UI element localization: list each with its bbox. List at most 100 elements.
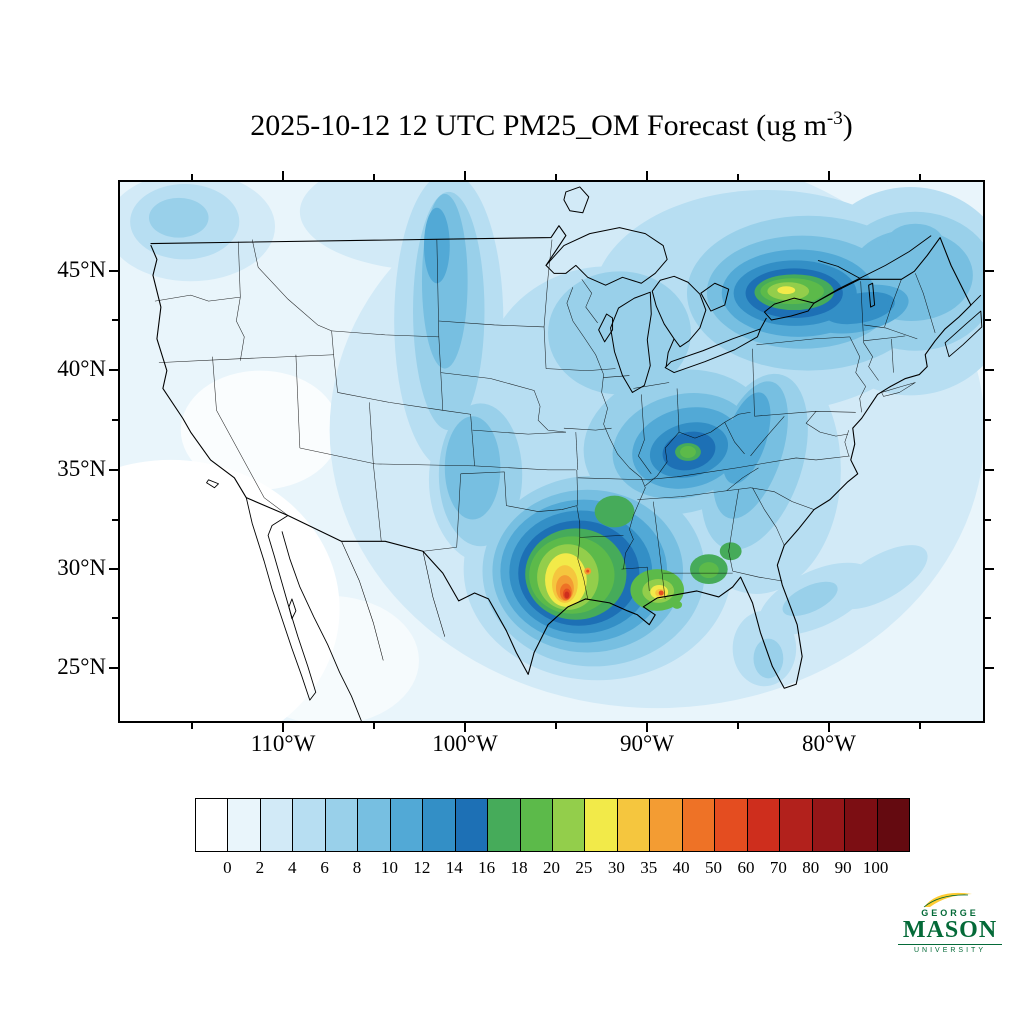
lon-tick-minor: [191, 174, 193, 180]
colorbar-tick-label: 30: [607, 858, 625, 877]
colorbar-cell: [259, 799, 293, 851]
lon-tick-minor: [191, 723, 193, 729]
mexico-state-line-2: [422, 551, 446, 637]
lon-tick-major: [828, 723, 830, 732]
lon-label: 100°W: [432, 731, 498, 756]
colorbar-tick-label: 2: [255, 858, 265, 877]
lake-ontario: [763, 297, 815, 321]
lat-tick-major: [985, 369, 994, 371]
colorbar-tick-label: 18: [510, 858, 528, 877]
colorbar-tick-label: 60: [737, 858, 755, 877]
lake-superior: [545, 227, 668, 286]
lon-tick-major: [646, 171, 648, 180]
lat-tick-major: [109, 270, 118, 272]
colorbar-cell: [616, 799, 650, 851]
lon-tick-minor: [555, 174, 557, 180]
colorbar-tick-label: 40: [672, 858, 690, 877]
contour-level-60-70: [564, 591, 570, 599]
colorbar-cell: [551, 799, 585, 851]
lat-label: 45°N: [57, 257, 106, 282]
lat-label: 40°N: [57, 356, 106, 381]
lon-tick-major: [646, 723, 648, 732]
lat-tick-major: [109, 667, 118, 669]
colorbar-tick-label: 12: [413, 858, 431, 877]
colorbar-cell: [811, 799, 845, 851]
lat-tick-minor: [112, 419, 118, 421]
lat-tick-minor: [985, 419, 991, 421]
colorbar-tick-label: 4: [287, 858, 297, 877]
colorbar-tick-label: 16: [478, 858, 496, 877]
canada-coast-rivers: [813, 235, 983, 358]
gmu-logo-george: GEORGE: [921, 908, 979, 918]
lon-tick-major: [282, 171, 284, 180]
colorbar-cell: [681, 799, 715, 851]
lake-erie: [664, 328, 761, 374]
lat-tick-minor: [112, 319, 118, 321]
lon-tick-minor: [737, 723, 739, 729]
page-title: 2025-10-12 12 UTC PM25_OM Forecast (ug m…: [118, 108, 985, 143]
lon-tick-major: [828, 171, 830, 180]
colorbar-cell: [519, 799, 552, 851]
title-exponent: -3: [826, 108, 843, 129]
new-brunswick-coast: [970, 294, 982, 306]
colorbar-tick-label: 70: [769, 858, 787, 877]
sonora-coast: [281, 531, 362, 721]
lon-tick-minor: [555, 723, 557, 729]
colorbar-cell: [779, 799, 812, 851]
st-lawrence-river: [813, 235, 932, 304]
title-main: 2025-10-12 12 UTC PM25_OM Forecast (ug m: [250, 109, 827, 142]
lat-tick-major: [985, 568, 994, 570]
colorbar-cell: [649, 799, 682, 851]
colorbar-tick-label: 35: [640, 858, 658, 877]
lat-tick-major: [985, 270, 994, 272]
colorbar-cell: [324, 799, 358, 851]
niagara-river: [760, 317, 767, 330]
us-coastline: [150, 225, 972, 689]
colorbar-tick-label: 90: [834, 858, 852, 877]
gulf-island: [288, 598, 297, 620]
colorbar-cell: [422, 799, 455, 851]
colorbar-tick-label: 100: [862, 858, 889, 877]
gmu-gold-swoosh-icon: [923, 892, 972, 908]
lon-tick-minor: [919, 174, 921, 180]
lon-tick-minor: [373, 174, 375, 180]
colorbar-tick-label: 20: [543, 858, 560, 877]
colorbar-cell: [227, 799, 260, 851]
mexico-coast: [206, 479, 446, 721]
forecast-map: [118, 180, 985, 723]
lon-tick-minor: [373, 723, 375, 729]
nova-scotia-coast: [944, 310, 983, 358]
lat-label: 35°N: [57, 456, 106, 481]
lat-tick-major: [109, 469, 118, 471]
colorbar-cell: [196, 799, 228, 851]
lon-tick-major: [464, 171, 466, 180]
lat-tick-major: [109, 568, 118, 570]
lake-huron: [651, 275, 707, 348]
contour-level-under0: [120, 370, 419, 721]
colorbar-cell: [746, 799, 780, 851]
ottawa-river: [817, 259, 860, 279]
colorbar-cell: [844, 799, 877, 851]
colorbar-tick-label: 6: [320, 858, 329, 877]
lat-tick-minor: [112, 519, 118, 521]
lat-tick-major: [109, 369, 118, 371]
georgian-bay: [700, 282, 730, 312]
colorbar-cell: [714, 799, 747, 851]
colorbar-tick-label: 0: [223, 858, 232, 877]
colorbar-cell: [389, 799, 423, 851]
mexico-state-line-1: [341, 541, 384, 661]
colorbar: [195, 798, 910, 852]
colorbar-tick-label: 8: [352, 858, 362, 877]
colorbar-cell: [292, 799, 325, 851]
lat-tick-major: [985, 667, 994, 669]
lon-tick-major: [282, 723, 284, 732]
colorbar-cell: [876, 799, 909, 851]
gmu-logo: GEORGE MASON UNIVERSITY: [898, 892, 1002, 954]
lat-tick-minor: [112, 617, 118, 619]
lake-michigan: [610, 291, 652, 393]
colorbar-tick-label: 25: [575, 858, 593, 877]
detroit-river: [665, 338, 675, 367]
colorbar-cell: [584, 799, 617, 851]
gmu-logo-mason: MASON: [902, 917, 998, 943]
great-lakes: [545, 186, 876, 393]
